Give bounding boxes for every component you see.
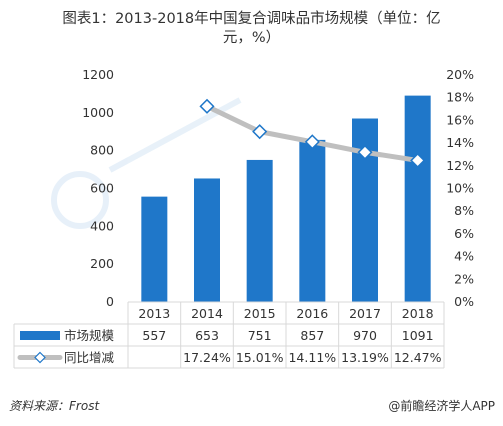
bar-data-label: 857 — [300, 328, 324, 343]
legend-label-bar: 市场规模 — [64, 328, 115, 343]
line-data-label: 14.11% — [288, 350, 336, 365]
bar-data-label: 653 — [195, 328, 219, 343]
x-tick-label: 2018 — [402, 306, 434, 321]
x-tick-label: 2014 — [191, 306, 223, 321]
bar — [246, 159, 273, 302]
bar — [299, 139, 326, 302]
bar-data-label: 751 — [248, 328, 272, 343]
y-left-tick-label: 1200 — [82, 67, 114, 82]
y-left-tick-label: 1000 — [82, 105, 114, 120]
legend-swatch-bar — [20, 331, 60, 340]
y-right-tick-label: 10% — [446, 181, 474, 196]
source-value: Frost — [69, 399, 100, 413]
bar — [194, 178, 220, 302]
line-data-label: 17.24% — [183, 350, 231, 365]
y-left-tick-label: 0 — [106, 294, 114, 309]
growth-point — [199, 98, 215, 114]
growth-point — [357, 144, 373, 160]
y-left-tick-label: 600 — [90, 181, 114, 196]
y-right-tick-label: 6% — [454, 226, 474, 241]
bar — [141, 196, 168, 302]
y-right-tick-label: 18% — [446, 90, 474, 105]
chart-title-line-1: 图表1：2013-2018年中国复合调味品市场规模（单位：亿 — [62, 11, 441, 27]
y-right-tick-label: 0% — [454, 294, 474, 309]
chart-title-line-2: 元，%） — [222, 30, 281, 46]
y-right-tick-label: 4% — [454, 249, 474, 264]
line-data-label: 13.19% — [341, 350, 389, 365]
x-tick-label: 2017 — [349, 306, 381, 321]
brand-credit: @前瞻经济学人APP — [388, 397, 495, 414]
growth-point — [252, 124, 268, 140]
growth-point — [304, 134, 320, 150]
chart-title: 图表1：2013-2018年中国复合调味品市场规模（单位：亿 元，%） — [0, 10, 503, 48]
legend-swatch-marker — [34, 351, 46, 364]
bar — [404, 95, 431, 302]
line-data-label: 12.47% — [394, 350, 442, 365]
x-tick-label: 2013 — [138, 306, 170, 321]
bar-data-label: 557 — [142, 328, 166, 343]
y-left-tick-label: 200 — [90, 256, 114, 271]
bar-data-label: 1091 — [402, 328, 434, 343]
y-right-tick-label: 12% — [446, 158, 474, 173]
line-data-label: 15.01% — [236, 350, 284, 365]
source-note: 资料来源：Frost — [9, 397, 99, 414]
brand-name: 前瞻经济学人APP — [400, 399, 495, 413]
y-left-tick-label: 400 — [90, 218, 114, 233]
x-tick-label: 2015 — [244, 306, 276, 321]
source-label: 资料来源： — [9, 399, 70, 413]
y-right-tick-label: 8% — [454, 203, 474, 218]
x-tick-label: 2016 — [296, 306, 328, 321]
y-right-tick-label: 2% — [454, 271, 474, 286]
growth-point — [410, 152, 426, 169]
y-right-tick-label: 20% — [446, 67, 474, 82]
brand-symbol: @ — [388, 399, 401, 413]
y-left-tick-label: 800 — [90, 143, 114, 158]
bar-data-label: 970 — [353, 328, 377, 343]
y-right-tick-label: 16% — [446, 112, 474, 127]
y-right-tick-label: 14% — [446, 135, 474, 150]
legend-label-line: 同比增减 — [64, 350, 115, 365]
